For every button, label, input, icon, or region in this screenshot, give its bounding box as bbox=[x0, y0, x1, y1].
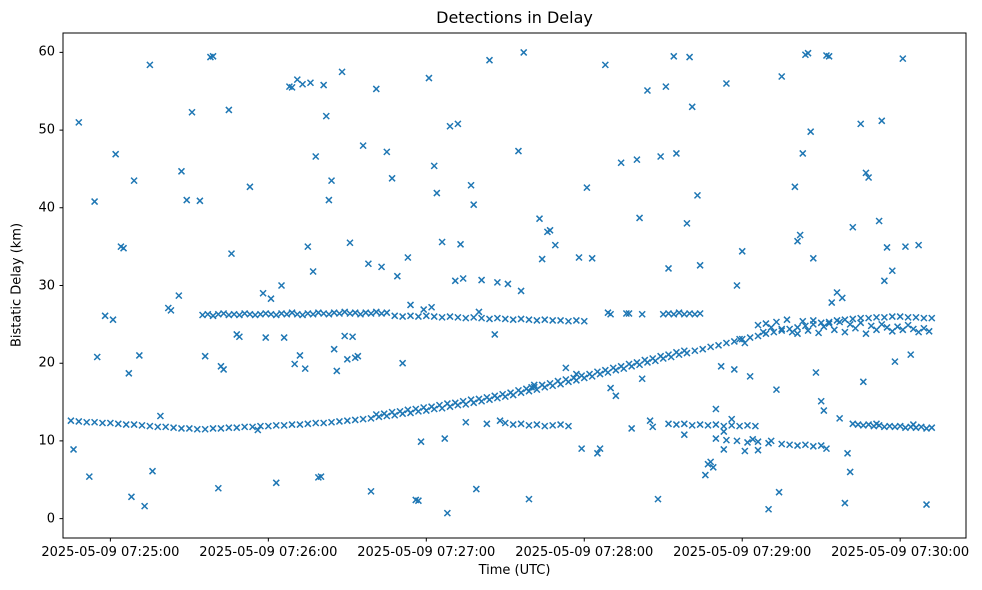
y-tick-label: 20 bbox=[38, 355, 55, 371]
y-tick-label: 40 bbox=[38, 200, 55, 216]
y-tick-label: 30 bbox=[38, 278, 55, 293]
x-tick-label: 2025-05-09 07:30:00 bbox=[831, 545, 970, 560]
x-tick-label: 2025-05-09 07:27:00 bbox=[357, 545, 496, 560]
x-axis-label: Time (UTC) bbox=[478, 563, 551, 578]
chart-title: Detections in Delay bbox=[436, 8, 593, 27]
y-tick-label: 60 bbox=[38, 44, 55, 60]
x-tick-label: 2025-05-09 07:26:00 bbox=[199, 545, 338, 560]
x-tick-label: 2025-05-09 07:28:00 bbox=[515, 545, 654, 560]
y-tick-label: 50 bbox=[38, 122, 55, 138]
x-tick-label: 2025-05-09 07:25:00 bbox=[41, 545, 180, 560]
x-tick-label: 2025-05-09 07:29:00 bbox=[673, 545, 812, 560]
y-tick-label: 10 bbox=[38, 433, 55, 449]
y-tick-label: 0 bbox=[46, 511, 55, 527]
